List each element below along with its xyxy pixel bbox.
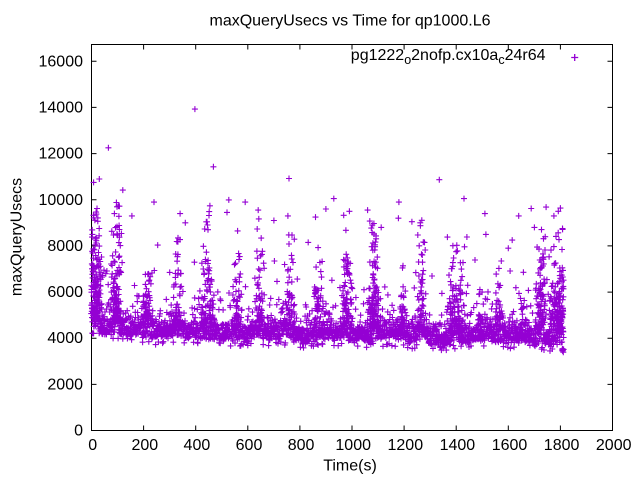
svg-text:16000: 16000	[39, 53, 84, 70]
svg-text:1800: 1800	[544, 437, 580, 454]
svg-text:2000: 2000	[596, 437, 632, 454]
svg-text:12000: 12000	[39, 146, 84, 163]
svg-text:6000: 6000	[47, 284, 83, 301]
svg-text:8000: 8000	[47, 238, 83, 255]
svg-text:0: 0	[88, 437, 97, 454]
svg-text:1200: 1200	[388, 437, 424, 454]
svg-text:1000: 1000	[335, 437, 371, 454]
svg-text:600: 600	[236, 437, 263, 454]
svg-text:400: 400	[184, 437, 211, 454]
svg-text:Time(s): Time(s)	[323, 458, 377, 475]
svg-text:0: 0	[74, 423, 83, 440]
svg-text:14000: 14000	[39, 99, 84, 116]
svg-text:200: 200	[131, 437, 158, 454]
svg-text:1600: 1600	[492, 437, 528, 454]
svg-text:maxQueryUsecs vs Time for qp10: maxQueryUsecs vs Time for qp1000.L6	[209, 13, 490, 30]
svg-text:4000: 4000	[47, 330, 83, 347]
svg-text:1400: 1400	[440, 437, 476, 454]
svg-text:maxQueryUsecs: maxQueryUsecs	[9, 178, 26, 296]
svg-text:pg1222o2nofp.cx10ac24r64: pg1222o2nofp.cx10ac24r64	[351, 47, 546, 67]
svg-text:10000: 10000	[39, 192, 84, 209]
svg-text:800: 800	[288, 437, 315, 454]
svg-text:2000: 2000	[47, 376, 83, 393]
